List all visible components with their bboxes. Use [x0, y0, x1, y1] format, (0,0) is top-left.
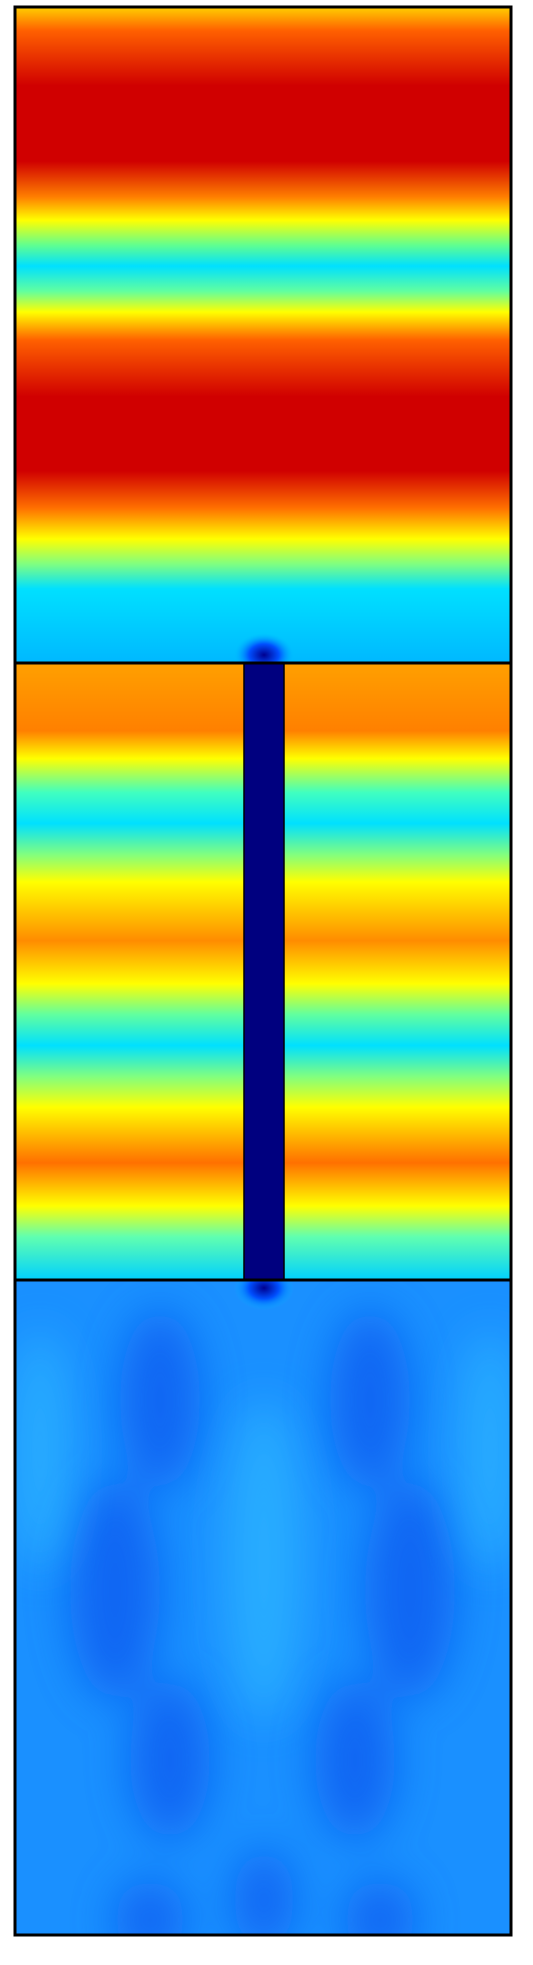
bottom-highlights [15, 1330, 511, 1720]
bottom-region [15, 1280, 511, 1935]
boundaries [13, 5, 513, 1937]
slit-exit [234, 1280, 294, 1310]
bottom-pattern [70, 1310, 455, 1935]
slit [244, 663, 284, 1280]
top-region [15, 7, 511, 663]
